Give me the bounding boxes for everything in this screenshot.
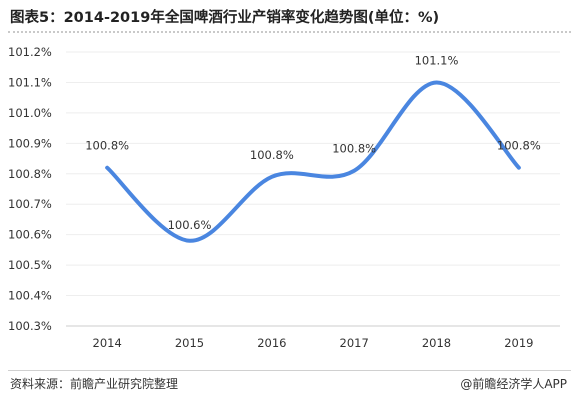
data-label: 100.8% — [85, 139, 129, 153]
data-label: 100.8% — [497, 139, 541, 153]
x-tick-label: 2018 — [422, 336, 451, 350]
y-tick-label: 101.1% — [8, 75, 52, 89]
y-tick-label: 101.0% — [8, 106, 52, 120]
x-tick-label: 2016 — [257, 336, 286, 350]
data-labels: 100.8% 100.6% 100.8% 100.8% 101.1% 100.8% — [85, 53, 541, 231]
y-tick-label: 101.2% — [8, 45, 52, 59]
data-label: 101.1% — [415, 53, 459, 67]
data-label: 100.8% — [250, 148, 294, 162]
y-tick-label: 100.3% — [8, 319, 52, 333]
y-tick-label: 100.8% — [8, 167, 52, 181]
x-tick-label: 2015 — [175, 336, 204, 350]
y-tick-label: 100.5% — [8, 258, 52, 272]
footer-divider — [8, 370, 571, 371]
source-note: 资料来源：前瞻产业研究院整理 — [10, 377, 179, 391]
y-axis-ticks: 100.3% 100.4% 100.5% 100.6% 100.7% 100.8% 100.… — [8, 45, 52, 333]
y-tick-label: 100.7% — [8, 197, 52, 211]
x-tick-label: 2019 — [504, 336, 533, 350]
grid-layer — [66, 51, 560, 327]
x-axis-ticks: 2014 2015 2016 2017 2018 2019 — [93, 336, 534, 350]
y-tick-label: 100.9% — [8, 136, 52, 150]
chart-title: 图表5：2014-2019年全国啤酒行业产销率变化趋势图(单位：%) — [10, 10, 440, 26]
x-tick-label: 2014 — [93, 336, 122, 350]
x-tick-label: 2017 — [340, 336, 369, 350]
title-divider — [8, 31, 571, 33]
y-tick-label: 100.4% — [8, 289, 52, 303]
line-chart: 100.3%100.4%100.5%100.6%100.7%100.8%100.… — [8, 45, 560, 350]
series-line — [105, 80, 521, 243]
data-label: 100.8% — [332, 142, 376, 156]
credit-note: @前瞻经济学人APP — [460, 377, 567, 391]
data-label: 100.6% — [168, 218, 212, 232]
y-tick-label: 100.6% — [8, 228, 52, 242]
